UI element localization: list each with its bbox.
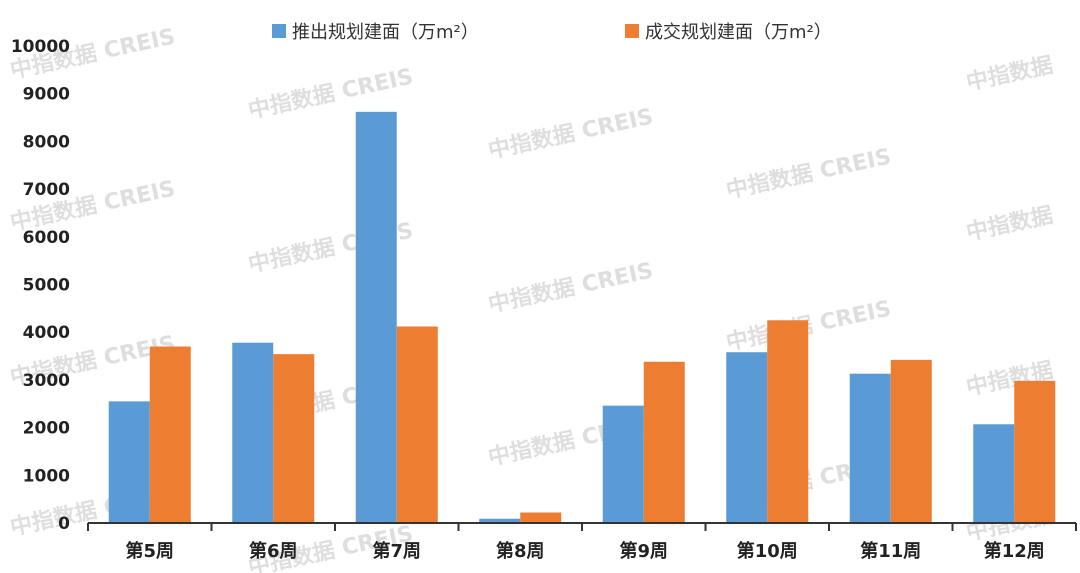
bar-launched [602,405,644,523]
y-tick-label: 8000 [23,132,70,152]
x-tick-label: 第9周 [619,540,668,562]
y-axis: 0 1000 2000 3000 4000 5000 6000 7000 8000 9000 100… [11,37,70,534]
x-tick-label: 第12周 [984,540,1045,562]
y-tick-label: 4000 [23,323,70,343]
bars [108,111,1056,524]
x-tick-label: 第5周 [125,540,174,562]
legend-label: 成交规划建面（万m²） [645,22,832,43]
watermark-text: 中指数据 CREIS [486,104,656,164]
bar-transacted [1014,380,1056,523]
bar-transacted [273,354,315,523]
bar-transacted [396,326,438,523]
x-tick-label: 第6周 [249,540,298,562]
legend-swatch [272,24,286,38]
y-tick-label: 9000 [23,85,70,105]
bar-transacted [520,512,562,523]
y-tick-label: 0 [58,514,70,534]
y-tick-label: 6000 [23,228,70,248]
x-tick-label: 第8周 [496,540,545,562]
y-tick-label: 7000 [23,180,70,200]
bar-transacted [767,320,809,523]
watermark-text: 中指数据 [964,52,1055,96]
y-tick-label: 1000 [23,466,70,486]
watermark-text: 中指数据 CREIS [724,144,894,204]
bar-launched [355,111,397,524]
watermark-text: 中指数据 CREIS [486,258,656,318]
legend: 推出规划建面（万m²） 成交规划建面（万m²） [272,22,832,43]
bar-launched [108,401,150,523]
bar-transacted [643,361,685,523]
x-axis: 第5周 第6周 第7周 第8周 第9周 第10周 第11周 第12周 [87,522,1077,562]
y-tick-label: 3000 [23,371,70,391]
legend-label: 推出规划建面（万m²） [292,22,479,43]
y-tick-label: 2000 [23,419,70,439]
y-tick-label: 10000 [11,37,70,57]
y-tick-label: 5000 [23,276,70,296]
x-tick-label: 第10周 [737,540,798,562]
bar-transacted [149,346,191,523]
bar-launched [726,352,768,523]
bar-launched [232,342,274,523]
x-tick-label: 第7周 [372,540,421,562]
bar-launched [479,518,521,523]
legend-swatch [625,24,639,38]
watermark-text: 中指数据 CREIS [724,296,894,356]
bar-transacted [890,359,932,523]
bar-launched [973,424,1015,523]
bar-launched [849,373,891,523]
watermark-text: 中指数据 [964,202,1055,246]
x-tick-label: 第11周 [860,540,921,562]
